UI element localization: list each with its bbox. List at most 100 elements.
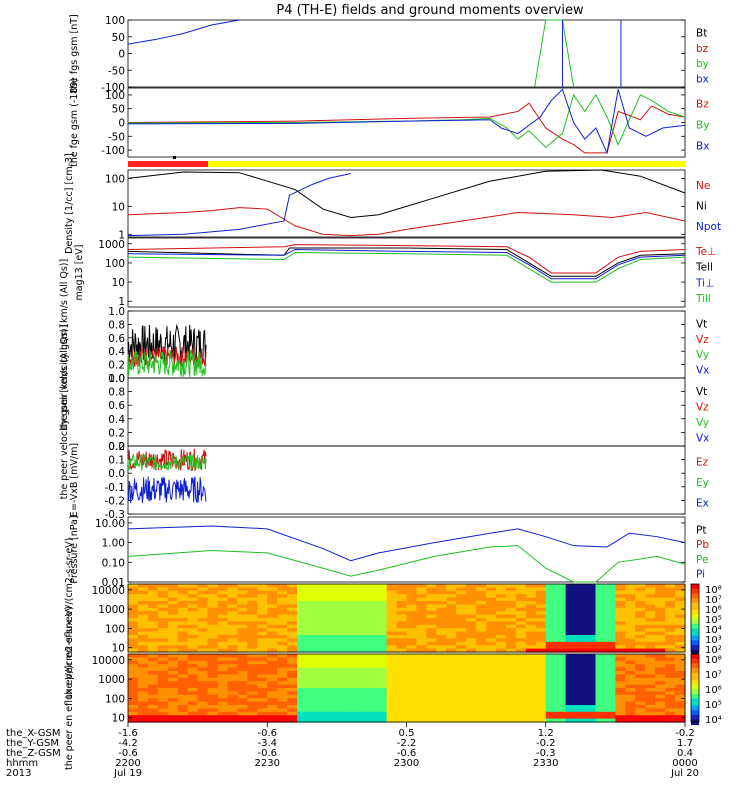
panel-frame-density — [127, 169, 686, 238]
spectrogram-cell — [515, 705, 527, 709]
spectrogram-cell — [137, 654, 149, 658]
spectrogram-cell — [665, 660, 676, 665]
spectrogram-cell — [307, 641, 318, 646]
spectrogram-cell — [187, 618, 199, 622]
spectrogram-cell — [446, 618, 457, 622]
spectrogram-cell — [227, 681, 239, 686]
spectrogram-cell — [366, 711, 378, 716]
spectrogram-cell — [376, 590, 388, 595]
spectrogram-cell — [555, 684, 567, 689]
spectrogram-cell — [436, 657, 447, 662]
spectrogram-cell — [555, 621, 567, 626]
spectrogram-cell — [386, 635, 398, 639]
spectrogram-cell — [336, 628, 348, 633]
spectrogram-cell — [655, 611, 666, 616]
spectrogram-cell — [575, 681, 587, 686]
spectrogram-cell — [545, 677, 557, 682]
spectrogram-cell — [137, 648, 149, 653]
spectrogram-cell — [426, 621, 437, 626]
spectrogram-cell — [635, 611, 646, 616]
spectrogram-cell — [237, 691, 248, 696]
spectrogram-cell — [635, 597, 646, 602]
spectrogram-cell — [396, 597, 408, 602]
colorbar-tick-label: 10⁷ — [705, 595, 722, 606]
spectrogram-cell — [237, 705, 248, 709]
spectrogram-cell — [635, 674, 646, 679]
spectrogram-cell — [426, 597, 437, 602]
spectrogram-cell — [386, 677, 398, 682]
spectrogram-cell — [505, 705, 517, 709]
spectrogram-cell — [287, 584, 298, 588]
spectrogram-cell — [137, 635, 149, 639]
spectrogram-cell — [555, 701, 567, 706]
colorbar-cell — [691, 675, 699, 679]
spectrogram-cell — [565, 635, 577, 639]
spectrogram-cell — [496, 628, 507, 633]
spectrogram-cell — [217, 708, 229, 713]
y-tick-label: 0.0 — [108, 373, 125, 385]
spectrogram-cell — [187, 584, 199, 588]
spectrogram-cell — [356, 681, 368, 686]
spectrogram-cell — [635, 691, 646, 696]
spectrogram-cell — [645, 708, 656, 713]
spectrogram-cell — [476, 601, 487, 605]
spectrogram-cell — [267, 660, 278, 665]
spectrogram-cell — [167, 601, 179, 605]
spectrogram-cell — [147, 611, 159, 616]
spectrogram-cell — [486, 601, 497, 605]
spectrogram-cell — [665, 715, 676, 720]
spectrogram-cell — [655, 688, 666, 692]
spectrogram-cell — [565, 590, 577, 595]
spectrogram-cell — [615, 631, 626, 636]
legend-bx: bx — [696, 73, 709, 85]
x-axis-value: -0.6 — [257, 748, 277, 759]
spectrogram-cell — [535, 597, 547, 602]
spectrogram-cell — [167, 711, 179, 716]
spectrogram-cell — [297, 701, 308, 706]
spectrogram-cell — [665, 611, 676, 616]
spectrogram-cell — [287, 638, 298, 643]
spectrogram-cell — [346, 590, 358, 595]
spectrogram-cell — [217, 641, 229, 646]
spectrogram-cell — [645, 597, 656, 602]
spectrogram-cell — [227, 641, 239, 646]
spectrogram-cell — [336, 681, 348, 686]
spectrogram-cell — [456, 604, 467, 609]
spectrogram-cell — [416, 708, 427, 713]
spectrogram-cell — [307, 631, 318, 636]
colorbar-tick-label: 10⁷ — [705, 670, 722, 681]
spectrogram-cell — [177, 694, 189, 699]
spectrogram-cell — [167, 621, 179, 626]
colorbar-tick-label: 10² — [705, 645, 722, 656]
spectrogram-cell — [297, 635, 308, 639]
legend-bx: Bx — [696, 141, 709, 153]
spectrogram-cell — [525, 635, 537, 639]
spectrogram-cell — [157, 718, 169, 723]
spectrogram-cell — [635, 607, 646, 612]
spectrogram-cell — [177, 664, 189, 669]
spectrogram-cell — [555, 681, 567, 686]
spectrogram-cell — [356, 621, 368, 626]
spectrogram-cell — [177, 718, 189, 723]
spectrogram-cell — [655, 587, 666, 592]
spectrogram-cell — [287, 621, 298, 626]
spectrogram-cell — [655, 654, 666, 658]
spectrogram-cell — [277, 631, 288, 636]
spectrogram-cell — [625, 674, 636, 679]
spectrogram-cell — [326, 628, 338, 633]
spectrogram-cell — [505, 638, 517, 643]
spectrogram-cell — [595, 614, 607, 619]
spectrogram-cell — [476, 628, 487, 633]
spectrogram-cell — [217, 677, 229, 682]
spectrogram-cell — [197, 708, 209, 713]
spectrogram-cell — [167, 645, 179, 650]
spectrogram-cell — [247, 641, 258, 646]
spectrogram-cell — [128, 667, 139, 672]
spectrogram-cell — [207, 718, 219, 723]
spectrogram-cell — [535, 701, 547, 706]
spectrogram-cell — [197, 587, 209, 592]
spectrogram-cell — [177, 587, 189, 592]
spectrogram-cell — [476, 648, 487, 653]
spectrogram-cell — [316, 718, 328, 723]
spectrogram-cell — [128, 597, 139, 602]
